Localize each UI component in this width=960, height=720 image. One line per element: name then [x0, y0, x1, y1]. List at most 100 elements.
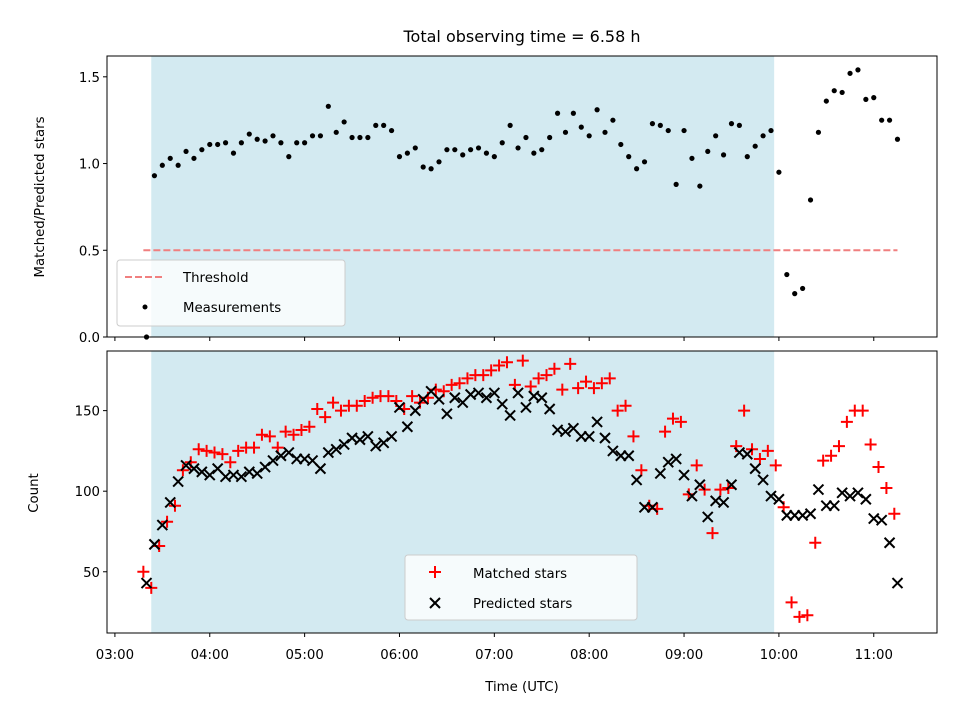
measurement-point	[420, 164, 426, 170]
measurement-point	[460, 152, 466, 158]
predicted-star-point	[330, 443, 342, 456]
measurement-point	[570, 110, 576, 116]
matched-star-point	[587, 382, 600, 395]
predicted-star-point	[828, 499, 840, 512]
predicted-star-point	[393, 401, 406, 414]
measurement-point	[894, 136, 901, 142]
predicted-star-point	[204, 469, 216, 481]
top-ytick-label: 1.0	[79, 158, 100, 173]
measurement-point	[610, 117, 616, 123]
measurement-point	[475, 145, 482, 151]
matched-star-point	[825, 449, 838, 462]
matched-star-point	[287, 428, 300, 441]
predicted-star-point	[267, 454, 279, 467]
predicted-legend-swatch	[429, 597, 441, 609]
top-legend-box	[116, 259, 346, 327]
measurement-point	[831, 88, 837, 94]
predicted-star-point	[883, 537, 896, 549]
predicted-star-point	[362, 430, 374, 443]
measurements-series	[143, 67, 901, 340]
measurement-point	[523, 134, 529, 141]
measurement-point	[641, 159, 648, 165]
top-plot-frame	[106, 55, 938, 338]
predicted-star-point	[623, 450, 635, 462]
measurement-point	[286, 154, 292, 160]
predicted-star-point	[164, 496, 176, 509]
measurement-point	[554, 110, 561, 116]
predicted-star-point	[235, 470, 248, 483]
predicted-star-point	[338, 438, 350, 451]
measurement-point	[167, 155, 173, 161]
measurement-point	[483, 150, 490, 156]
measurement-point	[373, 122, 379, 128]
predicted-star-point	[741, 448, 753, 460]
measurement-point	[309, 133, 316, 139]
bottom-xtick-label: 08:00	[570, 648, 608, 663]
predicted-star-point	[512, 387, 524, 399]
predicted-star-point	[749, 462, 761, 475]
bottom-xtick-label: 09:00	[665, 648, 703, 663]
matched-star-point	[168, 499, 181, 512]
bottom-legend: Matched stars Predicted stars	[404, 554, 638, 621]
measurements-legend-label: Measurements	[183, 301, 281, 316]
matched-star-point	[840, 415, 853, 428]
predicted-star-point	[678, 469, 690, 481]
measurement-point	[657, 122, 663, 128]
matched-star-point	[192, 443, 205, 456]
matched-star-point	[461, 372, 474, 385]
top-ytick-label: 0.0	[79, 331, 100, 346]
measurement-point	[499, 140, 505, 146]
bottom-xtick-label: 04:00	[191, 648, 229, 663]
matched-star-point	[603, 372, 616, 385]
measurement-point	[515, 145, 521, 151]
matched-star-point	[856, 404, 869, 417]
measurement-point	[705, 148, 711, 155]
measurement-point	[396, 154, 403, 160]
measurement-point	[562, 129, 569, 135]
predicted-star-point	[844, 490, 856, 502]
predicted-star-point	[140, 577, 153, 589]
measurement-point	[278, 140, 284, 146]
matched-star-point	[753, 452, 766, 465]
measurement-point	[491, 154, 497, 160]
measurement-point	[175, 162, 181, 168]
predicted-star-point	[314, 462, 327, 475]
measurement-point	[191, 155, 197, 161]
measurement-point	[720, 152, 727, 158]
predicted-star-point	[543, 403, 556, 415]
measurement-point	[586, 133, 592, 139]
measurement-point	[855, 67, 861, 73]
matched-star-point	[627, 430, 640, 443]
matched-star-point	[880, 481, 893, 494]
matched-star-point	[532, 372, 545, 385]
predicted-star-point	[385, 430, 398, 443]
matched-star-point	[176, 464, 189, 477]
measurement-point	[507, 122, 513, 128]
measurement-point	[807, 197, 814, 203]
measurement-point	[412, 145, 418, 151]
predicted-star-point	[536, 392, 548, 404]
matched-star-point	[485, 364, 498, 377]
predicted-star-point	[433, 393, 445, 406]
measurement-point	[618, 141, 624, 148]
measurement-point	[404, 150, 410, 156]
matched-star-point	[350, 399, 363, 412]
matched-star-point	[540, 369, 553, 382]
measurement-point	[183, 148, 189, 155]
matched-star-point	[208, 446, 221, 459]
predicted-star-point	[852, 487, 864, 499]
matched-star-point	[382, 390, 395, 403]
predicted-star-point	[196, 466, 208, 478]
predicted-star-point	[765, 490, 777, 502]
bottom-y-ticks: 50 100 150	[75, 405, 107, 581]
bottom-ytick-label: 100	[75, 485, 100, 500]
predicted-star-point	[188, 462, 200, 475]
measurement-point	[357, 134, 363, 141]
measurement-point	[879, 117, 885, 123]
matched-star-point	[524, 380, 537, 393]
measurement-point	[159, 162, 165, 168]
bottom-ytick-label: 150	[75, 405, 100, 420]
matched-star-point	[200, 444, 213, 457]
matched-star-point	[406, 390, 419, 403]
bottom-ytick-label: 50	[83, 566, 100, 581]
